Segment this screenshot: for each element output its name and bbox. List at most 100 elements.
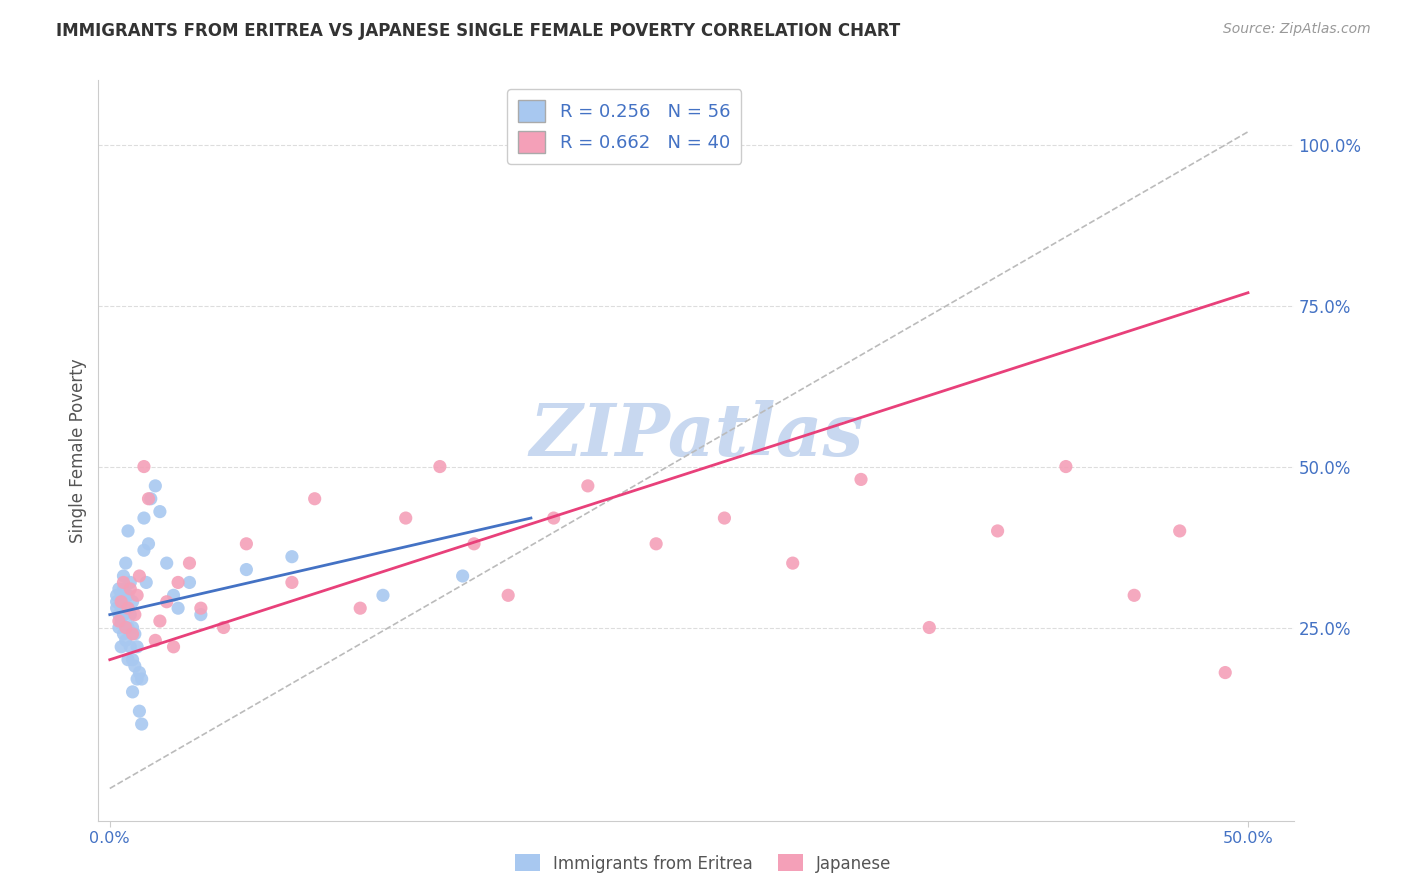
Point — [138, 491, 160, 506]
Point — [149, 614, 172, 628]
Point — [120, 640, 142, 654]
Point — [117, 620, 139, 634]
Point — [349, 601, 371, 615]
Point — [131, 717, 153, 731]
Legend: R = 0.256   N = 56, R = 0.662   N = 40: R = 0.256 N = 56, R = 0.662 N = 40 — [508, 89, 741, 164]
Point — [143, 633, 166, 648]
Point — [110, 595, 132, 609]
Point — [149, 505, 172, 519]
Point — [112, 582, 135, 596]
Point — [120, 582, 142, 596]
Point — [132, 511, 155, 525]
Point — [110, 601, 132, 615]
Point — [112, 627, 135, 641]
Point — [918, 620, 941, 634]
Point — [138, 537, 160, 551]
Point — [110, 640, 132, 654]
Point — [281, 549, 304, 564]
Point — [132, 543, 155, 558]
Point — [713, 511, 735, 525]
Point — [127, 640, 149, 654]
Point — [128, 704, 150, 718]
Point — [124, 607, 146, 622]
Point — [117, 601, 139, 615]
Point — [121, 595, 143, 609]
Point — [117, 601, 139, 615]
Point — [463, 537, 485, 551]
Point — [114, 633, 136, 648]
Point — [543, 511, 565, 525]
Point — [124, 627, 146, 641]
Text: ZIPatlas: ZIPatlas — [529, 401, 863, 471]
Point — [105, 595, 128, 609]
Point — [131, 672, 153, 686]
Point — [1054, 459, 1077, 474]
Point — [143, 479, 166, 493]
Point — [112, 569, 135, 583]
Point — [139, 491, 162, 506]
Point — [105, 601, 128, 615]
Point — [128, 569, 150, 583]
Point — [120, 607, 142, 622]
Legend: Immigrants from Eritrea, Japanese: Immigrants from Eritrea, Japanese — [508, 847, 898, 880]
Point — [117, 588, 139, 602]
Point — [179, 556, 201, 570]
Point — [121, 620, 143, 634]
Point — [135, 575, 157, 590]
Point — [1168, 524, 1191, 538]
Text: Source: ZipAtlas.com: Source: ZipAtlas.com — [1223, 22, 1371, 37]
Point — [1213, 665, 1236, 680]
Point — [108, 582, 131, 596]
Point — [987, 524, 1010, 538]
Point — [167, 575, 190, 590]
Point — [212, 620, 235, 634]
Point — [645, 537, 668, 551]
Point — [371, 588, 394, 602]
Point — [162, 640, 184, 654]
Point — [121, 627, 143, 641]
Point — [429, 459, 451, 474]
Point — [110, 588, 132, 602]
Point — [156, 556, 179, 570]
Point — [117, 524, 139, 538]
Point — [281, 575, 304, 590]
Point — [235, 563, 257, 577]
Point — [105, 588, 128, 602]
Point — [179, 575, 201, 590]
Text: IMMIGRANTS FROM ERITREA VS JAPANESE SINGLE FEMALE POVERTY CORRELATION CHART: IMMIGRANTS FROM ERITREA VS JAPANESE SING… — [56, 22, 900, 40]
Point — [112, 575, 135, 590]
Point — [162, 588, 184, 602]
Point — [782, 556, 804, 570]
Point — [127, 672, 149, 686]
Point — [849, 472, 872, 486]
Point — [117, 653, 139, 667]
Point — [114, 601, 136, 615]
Point — [132, 459, 155, 474]
Point — [108, 614, 131, 628]
Point — [167, 601, 190, 615]
Point — [112, 607, 135, 622]
Point — [304, 491, 326, 506]
Point — [108, 620, 131, 634]
Point — [121, 653, 143, 667]
Point — [190, 607, 212, 622]
Point — [121, 685, 143, 699]
Point — [112, 595, 135, 609]
Point — [156, 595, 179, 609]
Point — [114, 620, 136, 634]
Point — [128, 665, 150, 680]
Point — [496, 588, 519, 602]
Point — [190, 601, 212, 615]
Point — [120, 575, 142, 590]
Y-axis label: Single Female Poverty: Single Female Poverty — [69, 359, 87, 542]
Point — [114, 588, 136, 602]
Point — [124, 659, 146, 673]
Point — [108, 607, 131, 622]
Point — [110, 614, 132, 628]
Point — [127, 588, 149, 602]
Point — [1123, 588, 1146, 602]
Point — [576, 479, 599, 493]
Point — [395, 511, 418, 525]
Point — [114, 620, 136, 634]
Point — [235, 537, 257, 551]
